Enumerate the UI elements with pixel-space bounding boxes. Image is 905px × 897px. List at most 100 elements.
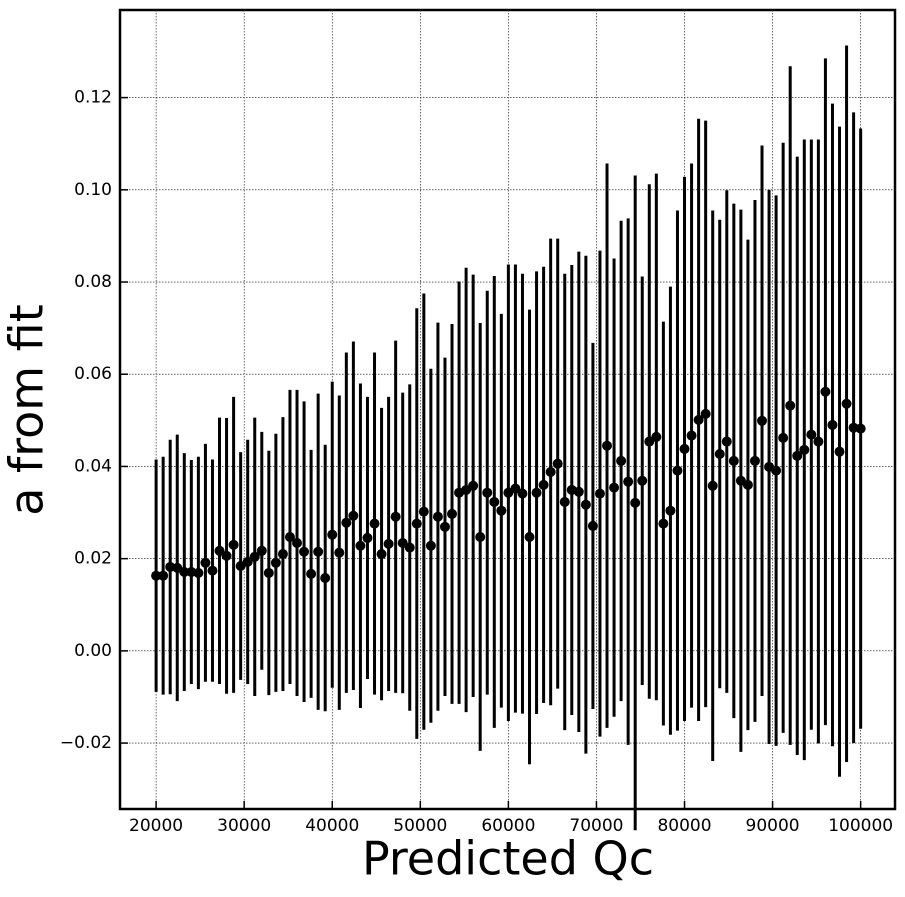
point bbox=[228, 539, 239, 550]
point bbox=[489, 496, 500, 507]
point bbox=[179, 567, 190, 578]
point bbox=[785, 400, 796, 411]
point bbox=[404, 542, 415, 553]
point bbox=[496, 505, 507, 516]
point bbox=[813, 436, 824, 447]
point bbox=[193, 567, 204, 578]
point bbox=[834, 446, 845, 457]
point bbox=[362, 532, 373, 543]
point bbox=[545, 466, 556, 477]
point bbox=[200, 557, 211, 568]
point bbox=[313, 546, 324, 557]
point bbox=[637, 475, 648, 486]
point bbox=[644, 436, 655, 447]
point bbox=[728, 455, 739, 466]
x-tick-label: 100000 bbox=[828, 816, 893, 836]
point bbox=[721, 436, 732, 447]
point bbox=[468, 480, 479, 491]
point bbox=[538, 479, 549, 490]
x-axis-label: Predicted Qc bbox=[362, 832, 654, 886]
point bbox=[334, 547, 345, 558]
point bbox=[390, 511, 401, 522]
point bbox=[623, 476, 634, 487]
point bbox=[658, 518, 669, 529]
point bbox=[320, 573, 331, 584]
point bbox=[742, 479, 753, 490]
point bbox=[651, 431, 662, 442]
point bbox=[397, 537, 408, 548]
point bbox=[207, 565, 218, 576]
point bbox=[447, 508, 458, 519]
point bbox=[249, 551, 260, 562]
point bbox=[256, 545, 267, 556]
point bbox=[432, 511, 443, 522]
y-tick-label: 0.02 bbox=[74, 549, 112, 569]
x-tick-label: 70000 bbox=[569, 816, 623, 836]
point bbox=[348, 510, 359, 521]
x-tick-label: 90000 bbox=[746, 816, 800, 836]
x-tick-label: 60000 bbox=[481, 816, 535, 836]
y-tick-label: 0.08 bbox=[74, 272, 112, 292]
x-tick-label: 40000 bbox=[305, 816, 359, 836]
point bbox=[559, 496, 570, 507]
point bbox=[263, 567, 274, 578]
point bbox=[778, 432, 789, 443]
point bbox=[573, 486, 584, 497]
y-tick-label: 0.12 bbox=[74, 88, 112, 108]
point bbox=[425, 540, 436, 551]
point bbox=[524, 531, 535, 542]
point bbox=[221, 550, 232, 561]
point bbox=[587, 520, 598, 531]
y-axis-label: a from fit bbox=[0, 304, 54, 516]
point bbox=[602, 440, 613, 451]
y-tick-label: 0.00 bbox=[74, 641, 112, 661]
point bbox=[292, 537, 303, 548]
y-tick-label: 0.10 bbox=[74, 180, 112, 200]
point bbox=[552, 458, 563, 469]
point bbox=[820, 386, 831, 397]
point bbox=[757, 415, 768, 426]
point bbox=[376, 549, 387, 560]
point bbox=[482, 487, 493, 498]
point bbox=[341, 517, 352, 528]
point bbox=[749, 455, 760, 466]
point bbox=[609, 482, 620, 493]
point bbox=[510, 483, 521, 494]
point bbox=[855, 423, 866, 434]
point bbox=[672, 465, 683, 476]
point bbox=[158, 570, 169, 581]
point bbox=[214, 545, 225, 556]
point bbox=[299, 546, 310, 557]
point bbox=[284, 531, 295, 542]
plot-frame bbox=[118, 8, 897, 811]
point bbox=[771, 465, 782, 476]
point bbox=[707, 480, 718, 491]
point bbox=[806, 429, 817, 440]
point bbox=[369, 518, 380, 529]
point bbox=[616, 455, 627, 466]
point bbox=[475, 531, 486, 542]
point bbox=[630, 497, 641, 508]
point bbox=[841, 398, 852, 409]
point bbox=[270, 557, 281, 568]
point bbox=[306, 568, 317, 579]
point bbox=[799, 444, 810, 455]
point bbox=[439, 521, 450, 532]
x-tick-label: 50000 bbox=[393, 816, 447, 836]
point bbox=[277, 549, 288, 560]
point bbox=[827, 419, 838, 430]
point bbox=[242, 556, 253, 567]
x-tick-label: 30000 bbox=[217, 816, 271, 836]
x-tick-label: 80000 bbox=[657, 816, 711, 836]
point bbox=[517, 488, 528, 499]
point bbox=[665, 505, 676, 516]
point bbox=[594, 488, 605, 499]
point bbox=[383, 538, 394, 549]
x-tick-label: 20000 bbox=[129, 816, 183, 836]
point bbox=[327, 529, 338, 540]
y-tick-label: −0.02 bbox=[60, 733, 112, 753]
point bbox=[151, 570, 162, 581]
point bbox=[693, 414, 704, 425]
point bbox=[355, 540, 366, 551]
